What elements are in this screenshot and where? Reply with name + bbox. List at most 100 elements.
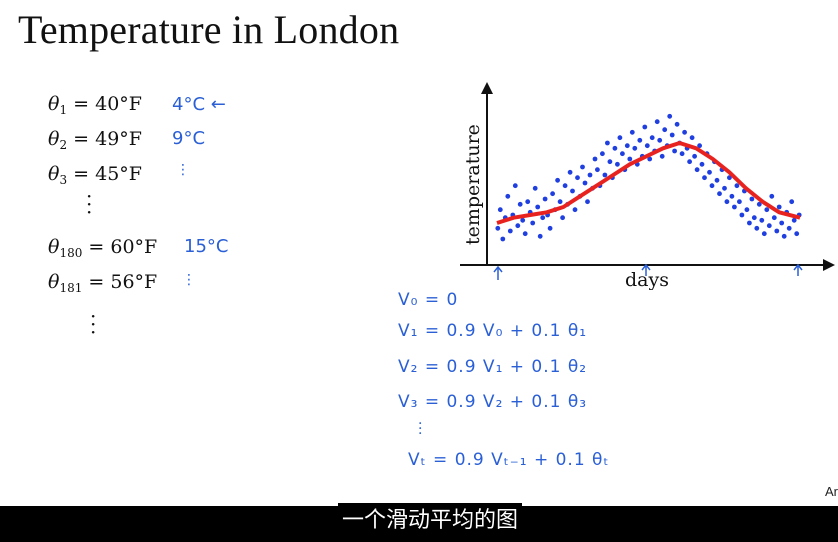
data-point [637,137,643,143]
video-caption: 一个滑动平均的图 [338,503,523,539]
data-point [582,180,588,186]
data-point [717,191,722,197]
data-point [500,236,506,242]
data-point [779,220,785,226]
data-point [714,177,720,183]
data-point [600,151,605,157]
data-point [707,169,712,175]
data-point [759,217,765,223]
data-point [727,175,732,181]
data-point [505,193,511,199]
data-point [749,196,755,202]
data-point [724,199,730,205]
data-point [547,225,553,231]
data-point [607,159,613,165]
data-point [766,223,772,229]
data-point [794,231,800,237]
data-point [669,132,675,138]
vertical-ellipsis-2: · · · [90,304,97,344]
data-point [550,191,555,197]
data-point [555,177,560,183]
data-point [744,207,750,213]
data-point [747,220,752,226]
formula-v3: V₃ = 0.9 V₂ + 0.1 θ₃ [398,392,588,412]
formula-ellipsis: · · · [418,416,423,442]
data-point [659,153,665,159]
observation-181: θ181 = 56°F [48,271,158,295]
data-point [522,231,528,237]
data-point [530,220,536,226]
data-point [751,215,757,221]
y-axis-arrow [481,82,493,94]
formula-v1: V₁ = 0.9 V₀ + 0.1 θ₁ [398,321,588,341]
formula-vt: Vₜ = 0.9 Vₜ₋₁ + 0.1 θₜ [408,450,610,470]
data-point [679,151,685,157]
data-point [507,228,513,234]
note-3: ⋮ [176,162,190,178]
data-point [535,204,541,210]
data-point [734,183,740,189]
vertical-ellipsis: · · · [86,184,93,224]
data-point [791,217,797,223]
data-point [587,172,593,178]
data-point [667,113,673,119]
data-point [592,156,598,162]
data-point [781,233,787,239]
data-point [774,228,780,234]
formula-v0: V₀ = 0 [398,290,459,310]
x-axis-label: days [625,269,669,290]
data-point [682,129,687,135]
data-point [647,156,653,162]
data-point [654,119,660,125]
data-point [694,167,700,173]
data-point [497,207,503,213]
data-point [657,137,663,143]
data-point [709,183,715,189]
data-point [687,159,692,165]
data-point [776,204,782,210]
observation-3: θ3 = 45°F [48,163,142,187]
data-point [729,193,735,199]
data-point [540,215,546,221]
data-point [624,143,630,149]
data-point [737,199,742,205]
data-point [542,196,548,202]
data-point [769,193,775,199]
data-point [520,217,526,223]
data-point [517,201,523,207]
data-point [672,148,677,154]
data-point [674,121,680,127]
data-point [754,225,760,231]
data-point [557,199,563,205]
data-point [585,199,590,205]
data-point [567,169,573,175]
data-point [699,161,705,167]
x-axis-arrow [823,259,835,271]
temperature-chart: temperature days [460,82,835,290]
data-point [562,183,568,189]
data-point [771,215,777,221]
data-point [629,129,635,135]
data-point [617,135,623,141]
hand-arrow-marks [493,263,803,280]
data-point [537,233,543,239]
data-point [764,207,770,213]
data-point [595,167,600,173]
data-point [605,140,610,146]
data-point [649,135,655,141]
data-point [702,175,707,181]
data-point [572,207,578,213]
data-point [689,135,695,141]
data-point [732,204,737,210]
data-point [525,199,531,205]
data-point [692,153,697,159]
note-1: 4°C ← [172,94,226,115]
data-point [612,145,618,151]
note-181: ⋮ [182,272,196,288]
data-point [515,223,521,229]
data-point [532,185,538,191]
data-point [512,183,518,189]
data-point [722,185,727,191]
data-points [495,113,802,242]
observation-1: θ1 = 40°F [48,93,142,117]
